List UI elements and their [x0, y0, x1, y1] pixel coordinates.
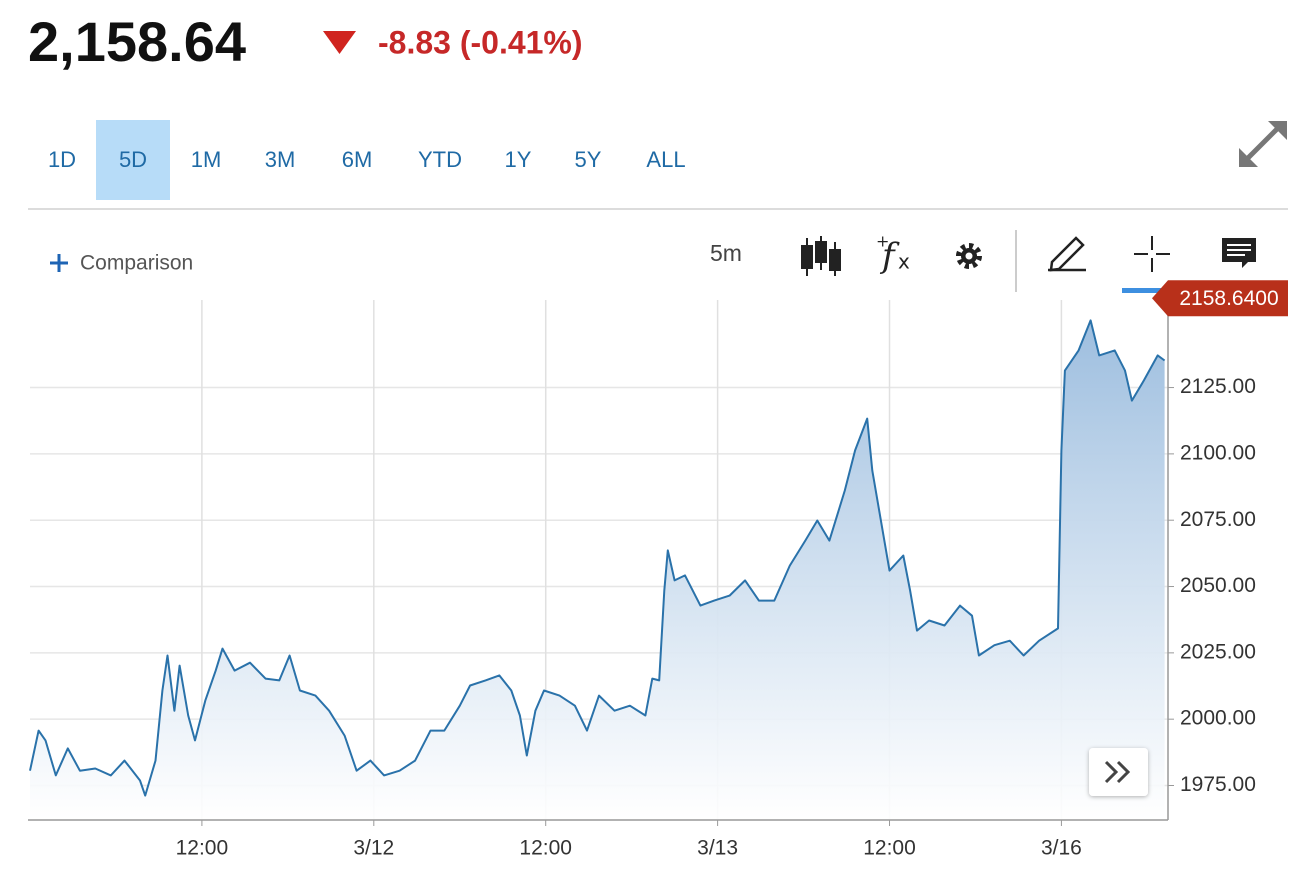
interval[interactable]: 5m	[710, 240, 742, 266]
range-tab[interactable]: 1M	[191, 147, 222, 172]
fx-x: x	[898, 250, 910, 274]
area-fill	[30, 320, 1165, 820]
range-tab[interactable]: 5D	[119, 147, 147, 172]
range-tab[interactable]: 6M	[342, 147, 373, 172]
range-tab[interactable]: ALL	[646, 147, 685, 172]
candles-icon[interactable]	[801, 236, 841, 276]
range-tab[interactable]: 5Y	[575, 147, 602, 172]
range-tab[interactable]: 1Y	[505, 147, 532, 172]
crosshair-icon[interactable]	[1134, 236, 1170, 272]
fx-plus: +	[876, 232, 889, 251]
last-price-badge	[1152, 280, 1288, 317]
chart: 1975.00 2000.00 2025.00 2050.00 2075.00 2100.…	[28, 280, 1288, 860]
x-tick-label: 3/12	[353, 837, 394, 860]
range-tab[interactable]: 1D	[48, 147, 76, 172]
x-tick-label: 12:00	[176, 837, 229, 860]
range-tabs: 1D 5D 1M 3M 6M YTD 1Y 5Y ALL	[48, 120, 686, 200]
draw-icon[interactable]	[1048, 236, 1086, 272]
down-arrow	[323, 31, 356, 54]
range-tab[interactable]: YTD	[418, 147, 462, 172]
y-tick-label: 1975.00	[1180, 773, 1256, 796]
scroll-button[interactable]	[1089, 748, 1148, 796]
x-tick-label: 12:00	[519, 837, 572, 860]
comment-icon[interactable]	[1222, 238, 1256, 268]
selected-tab-bg	[96, 120, 170, 200]
y-tick-label: 2075.00	[1180, 508, 1256, 531]
x-tick-label: 3/13	[697, 837, 738, 860]
indicators-icon[interactable]: + f x	[876, 232, 910, 277]
price: 2,158.64	[28, 10, 246, 73]
range-tab[interactable]: 3M	[265, 147, 296, 172]
settings-icon[interactable]	[956, 243, 982, 269]
expand-icon[interactable]	[1239, 121, 1287, 167]
price-line	[29, 319, 1166, 797]
fx-f: f	[879, 236, 900, 276]
y-tick-label: 2025.00	[1180, 640, 1256, 663]
y-tick-label: 2125.00	[1180, 375, 1256, 398]
price-change: -8.83 (-0.41%)	[378, 24, 583, 60]
comparison-label: Comparison	[80, 252, 193, 275]
plus-icon	[50, 254, 68, 272]
last-price-label: 2158.6400	[1179, 287, 1278, 310]
comparison-button[interactable]: Comparison	[50, 252, 193, 275]
x-tick-label: 12:00	[863, 837, 916, 860]
x-tick-label: 3/16	[1041, 837, 1082, 860]
y-tick-label: 2050.00	[1180, 574, 1256, 597]
y-tick-label: 2100.00	[1180, 441, 1256, 464]
y-tick-label: 2000.00	[1180, 707, 1256, 730]
